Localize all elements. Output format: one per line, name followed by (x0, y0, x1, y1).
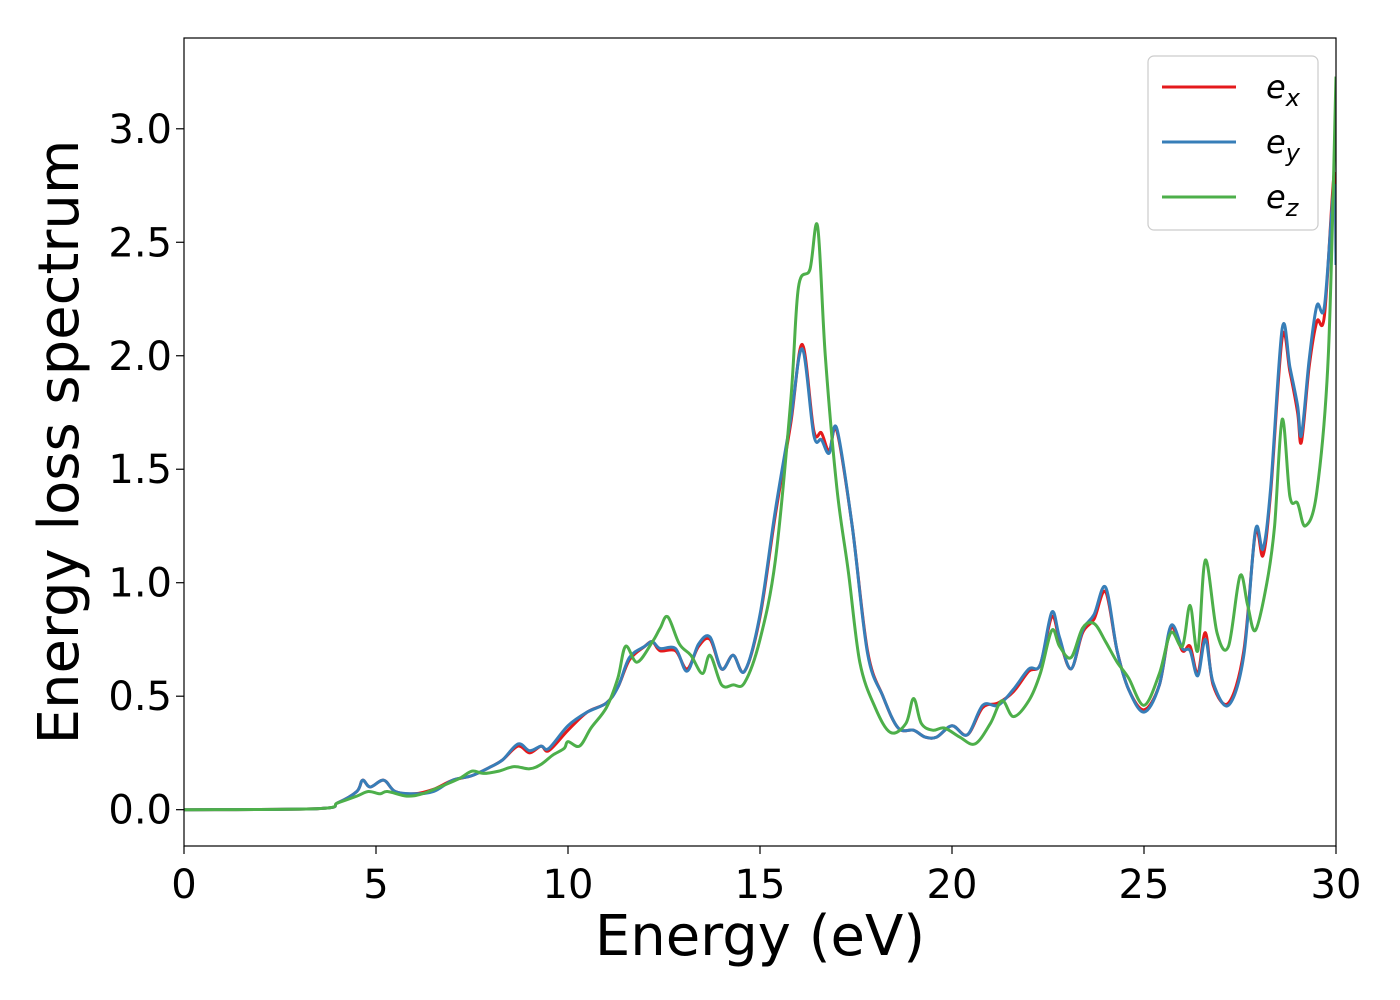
x-tick-label: 20 (927, 862, 978, 908)
series-line-y (184, 183, 1336, 812)
y-tick-label: 2.0 (108, 334, 172, 380)
x-tick-label: 15 (735, 862, 786, 908)
legend: ex ey ez (1147, 55, 1319, 231)
x-tick-label: 10 (543, 862, 594, 908)
series-line-x (184, 172, 1336, 812)
x-tick-label: 5 (363, 862, 388, 908)
legend-label-z: ez (1266, 178, 1300, 222)
y-tick-label: 3.0 (108, 107, 172, 153)
series-line-z (184, 76, 1336, 812)
y-axis-ticks: 0.0 0.5 1.0 1.5 2.0 2.5 3.0 (108, 107, 184, 834)
y-tick-label: 1.0 (108, 561, 172, 607)
y-tick-label: 0.0 (108, 788, 172, 834)
y-axis-label: Energy loss spectrum (27, 140, 92, 745)
legend-label-x: ex (1266, 68, 1301, 112)
y-tick-label: 0.5 (108, 674, 172, 720)
x-axis-ticks: 0 5 10 15 20 25 30 (171, 846, 1361, 908)
x-axis-label: Energy (eV) (595, 904, 925, 969)
y-tick-label: 2.5 (108, 220, 172, 266)
x-tick-label: 0 (171, 862, 196, 908)
series-lines (184, 76, 1336, 812)
y-tick-label: 1.5 (108, 447, 172, 493)
legend-label-y: ey (1266, 123, 1301, 167)
x-tick-label: 30 (1311, 862, 1362, 908)
x-tick-label: 25 (1119, 862, 1170, 908)
